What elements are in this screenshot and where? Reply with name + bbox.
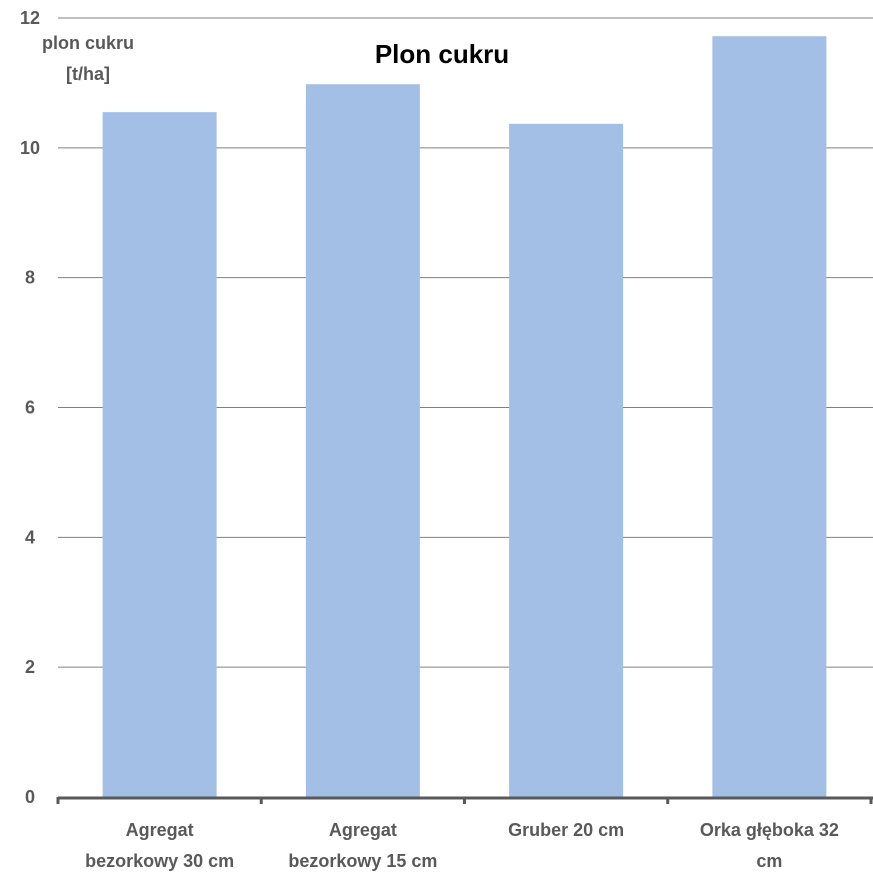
y-tick-label: 10: [20, 138, 40, 158]
bar: [305, 84, 420, 798]
y-tick-label: 6: [25, 398, 35, 418]
y-tick-label: 0: [25, 787, 35, 807]
y-tick-label: 8: [25, 268, 35, 288]
x-category-labels: Agregat bezorkowy 30 cm Agregat bezorkowy 1…: [85, 820, 839, 871]
y-tick-label: 2: [25, 657, 35, 677]
y-tick-label: 4: [25, 527, 35, 547]
bars: [102, 36, 827, 798]
y-tick-labels: 0 2 4 6 8 10 12: [20, 8, 40, 807]
bar: [102, 112, 217, 798]
chart-title: Plon cukru: [375, 39, 509, 69]
x-category-label: Orka głęboka 32 cm: [700, 820, 839, 871]
y-axis-label-line-1: plon cukru: [42, 33, 134, 53]
y-tick-label: 12: [20, 8, 40, 28]
bar: [712, 36, 827, 798]
x-axis: [56, 796, 873, 804]
bar: [509, 123, 624, 798]
x-category-label: Agregat bezorkowy 15 cm: [288, 820, 437, 871]
y-axis-label-line-2: [t/ha]: [66, 64, 110, 84]
x-category-label: Gruber 20 cm: [508, 820, 624, 840]
x-category-label: Agregat bezorkowy 30 cm: [85, 820, 234, 871]
